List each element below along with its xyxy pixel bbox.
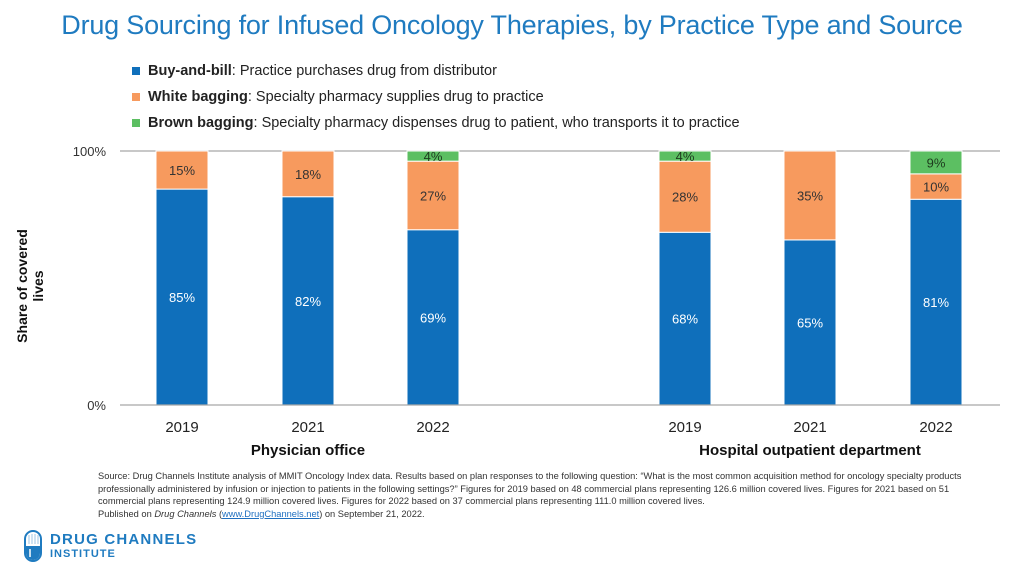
source-text: Source: Drug Channels Institute analysis… xyxy=(98,471,962,507)
legend-description: : Specialty pharmacy dispenses drug to p… xyxy=(253,115,740,131)
legend-swatch-icon xyxy=(132,119,140,127)
x-tick-label: 2019 xyxy=(668,419,701,436)
x-tick-label: 2021 xyxy=(793,419,826,436)
x-tick-label: 2022 xyxy=(919,419,952,436)
data-label: 4% xyxy=(424,149,443,164)
data-label: 18% xyxy=(295,167,321,182)
data-label: 35% xyxy=(797,188,823,203)
data-label: 82% xyxy=(295,294,321,309)
bar-segment-buy-and-bill xyxy=(155,188,209,406)
data-label: 9% xyxy=(927,155,946,170)
source-note: Source: Drug Channels Institute analysis… xyxy=(98,470,998,520)
legend-item-white-bagging: White bagging : Specialty pharmacy suppl… xyxy=(132,84,740,110)
data-label: 4% xyxy=(676,149,695,164)
legend-swatch-icon xyxy=(132,93,140,101)
bar-segment-brown-bagging xyxy=(406,150,460,162)
data-label: 81% xyxy=(923,295,949,310)
legend-description: : Specialty pharmacy supplies drug to pr… xyxy=(247,89,544,105)
y-tick-label: 0% xyxy=(87,398,106,413)
data-label: 69% xyxy=(420,310,446,325)
legend: Buy-and-bill : Practice purchases drug f… xyxy=(132,58,740,136)
bar-segment-white-bagging xyxy=(281,150,335,198)
data-label: 27% xyxy=(420,188,446,203)
bar-segment-buy-and-bill xyxy=(909,198,963,406)
data-label: 68% xyxy=(672,312,698,327)
bar-segment-buy-and-bill xyxy=(281,196,335,406)
logo-line1: DRUG CHANNELS xyxy=(50,530,198,548)
bar-segment-white-bagging xyxy=(783,150,837,241)
legend-item-buy-and-bill: Buy-and-bill : Practice purchases drug f… xyxy=(132,58,740,84)
drugchannels-link[interactable]: www.DrugChannels.net xyxy=(222,508,320,519)
group-label: Hospital outpatient department xyxy=(699,442,921,459)
published-suffix: ) on September 21, 2022. xyxy=(319,508,425,519)
x-tick-label: 2021 xyxy=(291,419,324,436)
bar-segment-buy-and-bill xyxy=(658,231,712,406)
capsule-icon xyxy=(24,530,42,562)
x-tick-label: 2022 xyxy=(416,419,449,436)
data-label: 10% xyxy=(923,180,949,195)
published-italic: Drug Channels xyxy=(154,508,217,519)
bar-segment-white-bagging xyxy=(155,150,209,190)
bar-segment-brown-bagging xyxy=(658,150,712,162)
legend-name: Buy-and-bill xyxy=(148,63,232,79)
x-tick-label: 2019 xyxy=(165,419,198,436)
published-prefix: Published on xyxy=(98,508,155,519)
y-tick-label: 100% xyxy=(73,144,107,159)
published-open: ( xyxy=(216,508,223,519)
bar-segment-white-bagging xyxy=(406,160,460,231)
bar-segment-buy-and-bill xyxy=(406,229,460,406)
logo: DRUG CHANNELS INSTITUTE xyxy=(24,530,197,562)
legend-name: Brown bagging xyxy=(148,115,254,131)
chart-title: Drug Sourcing for Infused Oncology Thera… xyxy=(61,10,963,40)
legend-item-brown-bagging: Brown bagging : Specialty pharmacy dispe… xyxy=(132,110,740,136)
data-label: 28% xyxy=(672,190,698,205)
logo-line2: INSTITUTE xyxy=(50,547,116,560)
bar-segment-brown-bagging xyxy=(909,150,963,175)
data-label: 65% xyxy=(797,315,823,330)
data-label: 85% xyxy=(169,290,195,305)
legend-name: White bagging xyxy=(148,89,248,105)
legend-swatch-icon xyxy=(132,67,140,75)
group-label: Physician office xyxy=(251,442,365,459)
legend-description: : Practice purchases drug from distribut… xyxy=(231,63,497,79)
data-label: 15% xyxy=(169,163,195,178)
